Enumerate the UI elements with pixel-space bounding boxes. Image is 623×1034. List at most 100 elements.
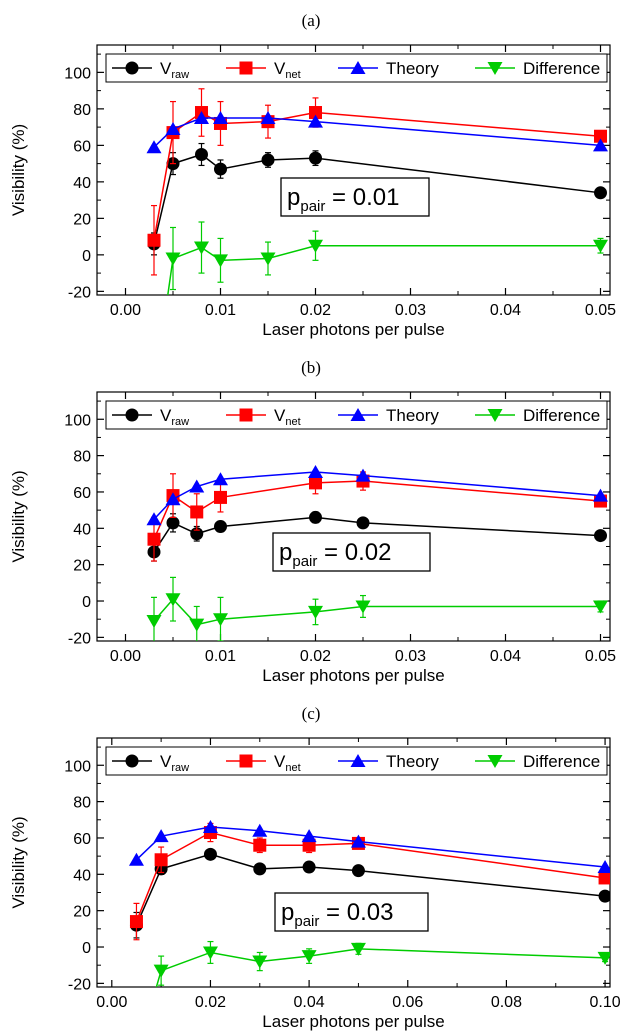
y-tick-label: 100 [64,758,91,775]
x-tick-label: 0.03 [395,302,426,319]
data-point [355,468,371,482]
y-tick-label: 40 [73,175,91,192]
plot-frame [96,44,611,296]
x-tick-label: 0.02 [300,302,331,319]
y-tick-label: 80 [73,795,91,812]
data-point [308,114,323,128]
panel-label: (a) [302,11,321,30]
data-point [189,479,205,493]
x-tick-label: 0.04 [294,994,325,1011]
y-axis-title: Visibility (%) [9,470,28,562]
data-point [146,615,162,629]
x-axis-title: Laser photons per pulse [262,320,444,339]
data-point [213,254,228,268]
y-tick-label: 40 [73,521,91,538]
data-point [309,510,322,524]
series-difference [165,221,608,295]
annotation-box [274,892,429,932]
legend-label: Theory [386,752,439,771]
legend-marker [125,408,139,422]
data-point [213,613,228,627]
legend-label: Difference [523,752,600,771]
pair-annotation: ppair = 0.02 [272,532,431,572]
legend-entry: Theory [338,406,439,425]
x-tick-label: 0.00 [96,994,127,1011]
legend-entry: Vraw [112,59,189,81]
legend-marker [487,755,503,768]
data-point [253,862,267,876]
x-axis-title: Laser photons per pulse [262,666,444,685]
legend-entry: Vnet [226,752,301,774]
annotation-text: ppair = 0.03 [281,899,393,930]
data-point [261,153,275,167]
y-tick-label: -20 [68,976,91,993]
x-tick-label: 0.04 [490,648,521,665]
data-point [252,955,268,969]
data-point [194,110,209,124]
data-point [189,618,205,632]
legend-label: Theory [386,406,439,425]
y-tick-label: 100 [64,65,91,82]
x-tick-label: 0.01 [205,648,236,665]
x-tick-label: 0.06 [392,994,423,1011]
data-point [309,151,322,165]
data-point [165,252,181,266]
y-tick-label: 0 [82,594,91,611]
data-point [147,532,161,546]
data-point [598,889,610,903]
data-point [202,946,218,960]
data-point [350,942,366,956]
data-point [593,488,608,502]
y-tick-label: 20 [73,558,91,575]
legend-entry: Difference [475,59,600,78]
series-theory [128,820,610,874]
legend-marker [239,61,253,75]
data-point [147,233,161,247]
data-point [356,516,370,530]
x-tick-label: 0.02 [300,648,331,665]
legend-marker [350,61,366,74]
legend-entry: Vraw [112,752,189,774]
legend-entry: Vnet [226,59,301,81]
x-axis: 0.00 0.01 0.02 0.03 0.04 0.05 [110,45,616,319]
data-point [202,820,218,834]
series-v-raw [147,510,607,562]
data-point [301,950,317,964]
data-point [351,864,365,878]
plot-frame [96,391,611,642]
data-point [302,860,316,874]
data-point [260,252,276,266]
data-point [260,110,276,124]
y-tick-label: -20 [68,284,91,301]
annotation-text: ppair = 0.02 [279,539,391,570]
x-tick-label: 0.10 [589,994,620,1011]
data-point [350,834,366,848]
legend-marker [125,754,139,768]
data-point [129,915,143,929]
x-tick-label: 0.00 [110,302,141,319]
plot-frame [96,737,611,988]
y-tick-label: 0 [82,940,91,957]
annotation-box [272,532,431,572]
legend-marker [239,408,253,422]
data-point [355,600,371,614]
data-point [593,239,608,253]
data-point [253,838,267,852]
legend-label: Difference [523,59,600,78]
legend-label: Vraw [160,59,189,81]
y-axis: -20 0 20 40 60 80 100 [64,400,610,647]
legend-marker [125,61,139,75]
y-tick-label: 100 [64,412,91,429]
data-point [154,853,168,867]
data-point [153,964,169,978]
data-point [165,492,181,506]
y-axis: -20 0 20 40 60 80 100 [64,53,610,301]
y-axis: -20 0 20 40 60 80 100 [64,746,610,993]
data-point [309,476,322,490]
data-point [213,472,228,486]
y-tick-label: 20 [73,211,91,228]
